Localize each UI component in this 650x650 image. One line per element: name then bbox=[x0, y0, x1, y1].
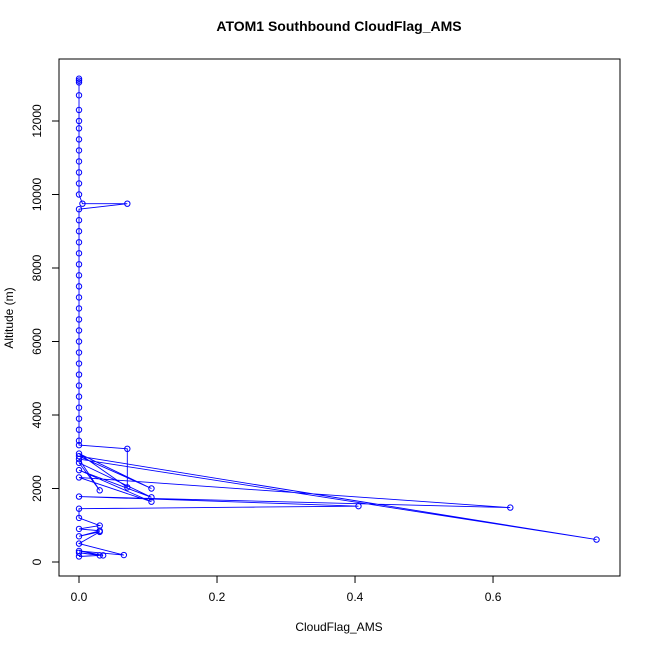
data-point bbox=[75, 125, 83, 132]
data-point bbox=[75, 553, 83, 560]
data-point bbox=[75, 455, 83, 463]
x-tick-label: 0.0 bbox=[71, 590, 88, 604]
data-point bbox=[75, 459, 83, 466]
data-point bbox=[75, 404, 83, 411]
data-point bbox=[75, 437, 83, 444]
data-point bbox=[507, 504, 514, 511]
data-point bbox=[75, 505, 83, 512]
data-point bbox=[75, 540, 83, 547]
data-point bbox=[355, 502, 362, 510]
y-tick-label: 4000 bbox=[30, 401, 44, 428]
data-point bbox=[75, 180, 83, 187]
data-point bbox=[75, 79, 83, 86]
data-point bbox=[75, 92, 83, 99]
data-point bbox=[75, 349, 83, 356]
data-point bbox=[75, 205, 83, 213]
data-point bbox=[75, 474, 83, 481]
data-point bbox=[75, 327, 83, 334]
data-point bbox=[75, 371, 83, 378]
data-point bbox=[99, 552, 107, 559]
data-point bbox=[75, 239, 83, 246]
data-point bbox=[75, 338, 83, 345]
data-point bbox=[75, 158, 83, 165]
data-point bbox=[75, 452, 83, 460]
data-point bbox=[593, 536, 600, 543]
data-point bbox=[75, 382, 83, 389]
data-point bbox=[96, 528, 103, 536]
data-point bbox=[148, 498, 155, 505]
data-point bbox=[120, 551, 128, 559]
data-point bbox=[75, 493, 83, 500]
data-point bbox=[96, 552, 103, 559]
data-point bbox=[124, 200, 131, 207]
data-point bbox=[75, 294, 83, 301]
data-point bbox=[75, 426, 83, 433]
data-point bbox=[75, 272, 83, 279]
data-point bbox=[148, 485, 155, 492]
x-tick-label: 0.4 bbox=[347, 590, 364, 604]
data-point bbox=[79, 200, 86, 207]
y-tick-label: 12000 bbox=[30, 104, 44, 138]
data-point bbox=[75, 261, 83, 268]
data-point bbox=[75, 393, 83, 400]
data-point bbox=[75, 147, 83, 154]
data-point bbox=[124, 484, 131, 491]
data-point bbox=[75, 316, 83, 323]
data-point bbox=[148, 494, 155, 501]
x-axis-label: CloudFlag_AMS bbox=[295, 620, 382, 634]
plot-frame bbox=[58, 58, 621, 577]
data-point bbox=[75, 305, 83, 312]
data-point bbox=[75, 217, 83, 224]
data-point bbox=[75, 75, 83, 82]
data-point bbox=[75, 169, 83, 176]
data-line bbox=[77, 78, 597, 557]
data-point bbox=[75, 466, 83, 474]
data-point bbox=[75, 106, 83, 114]
y-tick-label: 2000 bbox=[30, 475, 44, 502]
y-tick-label: 10000 bbox=[30, 177, 44, 211]
y-tick-label: 0 bbox=[30, 558, 44, 565]
data-point bbox=[75, 441, 83, 449]
x-tick-label: 0.2 bbox=[209, 590, 226, 604]
data-point bbox=[75, 191, 83, 198]
data-point bbox=[96, 487, 103, 494]
data-point bbox=[75, 283, 83, 290]
y-axis-label: Altitude (m) bbox=[2, 287, 16, 348]
y-tick-label: 6000 bbox=[30, 328, 44, 355]
data-point bbox=[75, 250, 83, 257]
x-tick-label: 0.6 bbox=[485, 590, 502, 604]
data-point bbox=[75, 360, 83, 367]
data-point bbox=[75, 549, 83, 557]
data-point bbox=[75, 228, 83, 235]
data-point bbox=[75, 415, 83, 422]
data-point bbox=[75, 77, 83, 84]
chart-title: ATOM1 Southbound CloudFlag_AMS bbox=[216, 18, 461, 34]
data-point bbox=[75, 533, 83, 540]
data-point bbox=[124, 445, 131, 453]
data-point bbox=[75, 525, 83, 533]
data-point bbox=[75, 117, 83, 125]
y-tick-label: 8000 bbox=[30, 254, 44, 281]
data-point bbox=[75, 514, 83, 522]
data-point bbox=[75, 136, 83, 143]
